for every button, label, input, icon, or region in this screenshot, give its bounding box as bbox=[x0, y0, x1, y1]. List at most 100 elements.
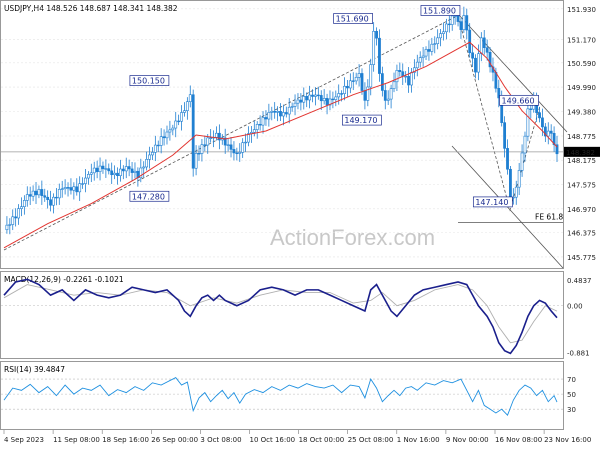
candle-body bbox=[462, 15, 466, 30]
time-label: 25 Oct 08:00 bbox=[348, 436, 394, 444]
candle-body bbox=[380, 73, 384, 91]
candle-body bbox=[474, 57, 477, 73]
candle-body bbox=[267, 112, 271, 120]
candle-body bbox=[28, 194, 32, 197]
candle-body bbox=[427, 49, 431, 52]
candle-body bbox=[456, 15, 460, 22]
candle-body bbox=[354, 76, 358, 82]
candle-body bbox=[418, 57, 422, 63]
price-annotation: 149.170 bbox=[344, 116, 377, 125]
price-tick-label: 147.575 bbox=[567, 181, 596, 189]
candle-body bbox=[31, 190, 35, 197]
candle-body bbox=[110, 170, 114, 176]
candle-body bbox=[485, 47, 489, 53]
candle-body bbox=[299, 99, 303, 103]
price-tick-label: 145.775 bbox=[567, 254, 596, 262]
candle-body bbox=[119, 168, 122, 177]
candle-body bbox=[477, 53, 480, 73]
candle-body bbox=[337, 93, 341, 98]
candle-body bbox=[57, 189, 61, 199]
candle-body bbox=[174, 120, 178, 129]
candle-body bbox=[162, 136, 166, 139]
ma-line bbox=[3, 41, 558, 249]
candle-body bbox=[421, 55, 425, 58]
price-annotation-box bbox=[129, 190, 170, 202]
price-annotation: 151.890 bbox=[423, 6, 456, 15]
candle-body bbox=[261, 117, 265, 126]
candle-body bbox=[151, 152, 154, 156]
macd-panel bbox=[0, 271, 564, 359]
candle-body bbox=[468, 29, 472, 54]
candle-body bbox=[450, 15, 454, 25]
candle-body bbox=[37, 189, 41, 196]
candle-body bbox=[270, 111, 274, 113]
price-tick-label: 148.175 bbox=[567, 157, 596, 165]
macd-layer: 0.4837 0.00 -0.881 bbox=[1, 277, 592, 357]
fe-label: FE 61.8 bbox=[535, 213, 563, 222]
candle-body bbox=[247, 133, 250, 143]
candle-body bbox=[302, 96, 306, 103]
macd-title: MACD(12,26,9) -0.2261 -0.1021 bbox=[4, 275, 124, 284]
rsi-panel bbox=[0, 361, 564, 430]
candle-body bbox=[101, 165, 105, 170]
time-label: 10 Oct 16:00 bbox=[250, 436, 296, 444]
candle-body bbox=[107, 168, 111, 172]
price-annotation: 151.690 bbox=[336, 15, 369, 24]
candle-body bbox=[34, 190, 38, 196]
candle-body bbox=[517, 170, 521, 188]
price-annotation: 147.140 bbox=[475, 198, 508, 207]
candle-body bbox=[209, 137, 213, 139]
candle-body bbox=[215, 132, 218, 138]
falling-channel-top bbox=[457, 13, 568, 133]
candle-body bbox=[509, 168, 512, 199]
candle-body bbox=[407, 75, 410, 86]
candle-body bbox=[49, 199, 52, 206]
candle-body bbox=[436, 37, 440, 44]
candle-body bbox=[5, 224, 9, 231]
candle-body bbox=[121, 168, 125, 172]
price-title: USDJPY,H4 148.526 148.687 148.341 148.38… bbox=[4, 4, 178, 13]
candle-body bbox=[395, 70, 399, 83]
candle-body bbox=[459, 21, 463, 30]
candle-body bbox=[25, 194, 29, 201]
candle-body bbox=[555, 144, 559, 155]
candle-body bbox=[363, 90, 367, 101]
candle-body bbox=[89, 172, 93, 175]
candle-body bbox=[217, 132, 221, 141]
candle-body bbox=[506, 148, 509, 170]
candle-body bbox=[87, 174, 90, 179]
candle-body bbox=[264, 117, 268, 120]
price-annotations: 150.150 147.280 151.690 149.170 151.890 149.6… bbox=[129, 5, 563, 222]
candle-body bbox=[398, 70, 402, 72]
price-tick-label: 150.590 bbox=[567, 60, 596, 68]
candle-body bbox=[22, 200, 26, 207]
watermark: ActionForex.com bbox=[270, 225, 435, 250]
candle-body bbox=[546, 130, 550, 137]
candle-body bbox=[526, 108, 530, 137]
macd-tick-label: -0.881 bbox=[567, 349, 590, 357]
candle-body bbox=[386, 98, 390, 101]
time-label: 4 Sep 2023 bbox=[4, 436, 44, 444]
candle-body bbox=[415, 61, 419, 69]
candle-body bbox=[113, 172, 117, 176]
candle-body bbox=[78, 183, 82, 193]
candle-body bbox=[351, 80, 355, 82]
candle-body bbox=[52, 196, 55, 206]
candle-body bbox=[200, 144, 204, 154]
candle-body bbox=[311, 94, 314, 97]
candle-body bbox=[8, 224, 12, 226]
candle-body bbox=[482, 37, 486, 49]
candle-body bbox=[410, 72, 413, 86]
time-label: 1 Nov 16:00 bbox=[397, 436, 440, 444]
current-price-label: 148.382 bbox=[566, 149, 595, 157]
candle-body bbox=[447, 23, 451, 26]
candle-body bbox=[130, 168, 134, 173]
price-tick-label: 146.375 bbox=[567, 230, 596, 238]
candle-body bbox=[159, 136, 163, 146]
candle-body bbox=[366, 86, 370, 101]
price-annotation: 149.660 bbox=[502, 96, 535, 105]
candle-body bbox=[331, 98, 335, 101]
candle-body bbox=[197, 153, 201, 155]
candle-body bbox=[372, 30, 376, 65]
candle-body bbox=[185, 101, 189, 111]
